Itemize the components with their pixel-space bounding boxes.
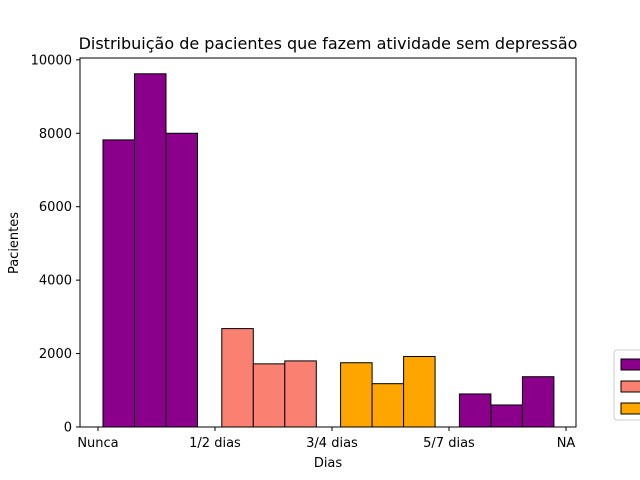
x-tick-label: 1/2 dias	[189, 436, 241, 451]
legend-swatch	[620, 358, 640, 371]
y-axis-label: Pacientes	[7, 212, 22, 274]
y-tick-label: 10000	[31, 53, 72, 68]
y-tick-label: 0	[64, 421, 72, 436]
y-tick-label: 4000	[39, 274, 72, 289]
bar	[165, 132, 198, 428]
y-tick-label: 6000	[39, 200, 72, 215]
bar	[340, 362, 373, 428]
bar	[221, 328, 254, 428]
bar	[284, 360, 317, 428]
y-axis: 0 2000 4000 6000 8000 10000	[31, 53, 80, 436]
legend-swatch	[620, 380, 640, 393]
bar	[403, 356, 436, 428]
x-axis-label: Dias	[314, 456, 343, 471]
legend	[613, 349, 640, 421]
x-tick-label: 3/4 dias	[306, 436, 358, 451]
x-tick-label: Nunca	[77, 436, 118, 451]
bar	[102, 139, 135, 428]
bar	[134, 73, 167, 428]
bar	[371, 383, 405, 428]
bar	[458, 393, 492, 428]
chart-title: Distribuição de pacientes que fazem ativ…	[79, 34, 578, 53]
legend-swatch	[620, 402, 640, 415]
y-tick-label: 2000	[39, 347, 72, 362]
y-tick-label: 8000	[39, 127, 72, 142]
x-tick-label: NA	[557, 436, 576, 451]
x-tick-label: 5/7 dias	[423, 436, 475, 451]
bars	[102, 73, 555, 428]
x-axis: Nunca 1/2 dias 3/4 dias 5/7 dias NA	[77, 427, 575, 451]
bar	[252, 363, 286, 428]
plot-frame	[79, 57, 577, 428]
bar	[490, 404, 523, 428]
bar	[521, 376, 555, 428]
